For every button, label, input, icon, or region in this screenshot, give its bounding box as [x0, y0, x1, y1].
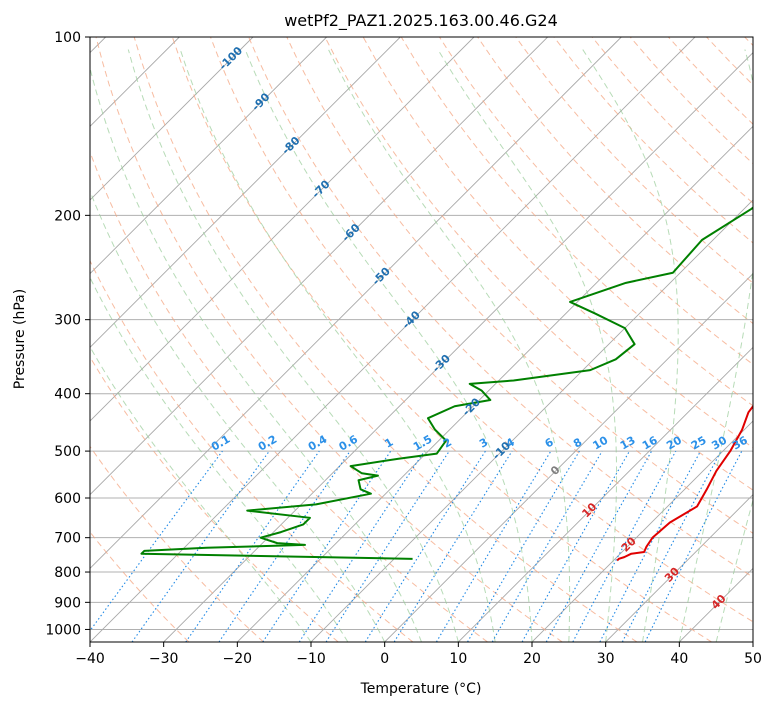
y-tick-label: 500 — [54, 444, 81, 460]
mixing-ratio-line — [572, 450, 677, 642]
mixing-ratio-line — [90, 450, 223, 632]
dry-adiabat-line — [210, 37, 753, 623]
mixing-ratio-line — [185, 450, 320, 642]
moist-adiabat-line — [90, 276, 349, 642]
y-tick-label: 400 — [54, 387, 81, 403]
dry-adiabat-line — [90, 356, 339, 642]
x-axis-title: Temperature (°C) — [360, 681, 482, 697]
isotherm-line — [90, 37, 696, 642]
dry-adiabat-line — [286, 37, 753, 534]
y-tick-label: 1000 — [45, 622, 81, 638]
isotherm-line — [458, 346, 753, 642]
isotherm-line — [237, 125, 753, 642]
isotherm-line — [90, 37, 622, 569]
dry-adiabat-line — [133, 37, 638, 642]
x-tick-label: −40 — [75, 651, 105, 667]
x-tick-label: −20 — [223, 651, 253, 667]
isotherm-line — [90, 37, 327, 275]
dry-adiabat-line — [95, 37, 563, 642]
isotherm-line — [90, 37, 254, 201]
isotherm-line — [531, 420, 753, 642]
y-axis-title: Pressure (hPa) — [12, 289, 28, 389]
y-tick-label: 200 — [54, 208, 81, 224]
moist-adiabat-line — [715, 498, 753, 642]
isotherm-line — [90, 37, 401, 348]
moist-adiabat-line — [328, 49, 571, 642]
dewpoint-profile-line — [140, 206, 753, 560]
moist-adiabat-line — [244, 49, 533, 642]
x-tick-label: 50 — [744, 651, 762, 667]
x-tick-label: 0 — [380, 651, 389, 667]
axes: −40 −30 −20 −10 0 10 20 30 40 50 100 200 300 400 500 60… — [45, 30, 762, 667]
moist-adiabat-line — [437, 49, 618, 642]
mixing-ratio-line — [521, 450, 630, 642]
dry-adiabat-line — [248, 37, 753, 578]
isotherm-line — [90, 37, 548, 496]
dry-adiabat-line — [90, 445, 264, 642]
y-tick-label: 700 — [54, 531, 81, 547]
isotherm-line — [163, 52, 753, 642]
y-tick-label: 600 — [54, 491, 81, 507]
chart-title: wetPf2_PAZ1.2025.163.00.46.G24 — [284, 11, 558, 31]
y-tick-label: 900 — [54, 595, 81, 611]
isotherm-line — [90, 37, 475, 422]
y-tick-label: 800 — [54, 565, 81, 581]
dry-adiabat-line — [90, 259, 414, 642]
mixing-ratio-line — [131, 450, 270, 642]
mixing-ratio-line — [262, 450, 392, 642]
plot-frame — [89, 36, 754, 643]
moist-adiabat-line — [678, 49, 753, 642]
dry-adiabat-line — [171, 37, 712, 642]
x-tick-label: 40 — [670, 651, 688, 667]
moist-adiabat-line — [90, 66, 422, 642]
plot-area — [90, 37, 753, 642]
moist-adiabat-line — [179, 49, 496, 642]
temperature-profile-line — [616, 404, 753, 562]
x-tick-label: 10 — [449, 651, 467, 667]
dry-adiabat-line — [324, 37, 753, 491]
isotherm-line — [605, 494, 753, 642]
y-tick-label: 300 — [54, 313, 81, 329]
moist-adiabat-line — [90, 345, 312, 642]
y-tick-label: 100 — [54, 30, 81, 46]
mixing-ratio-line — [218, 450, 351, 642]
mixing-ratio-line — [644, 450, 743, 642]
dry-adiabat-line — [515, 37, 753, 284]
x-tick-label: −30 — [149, 651, 179, 667]
mixing-ratio-line — [545, 450, 653, 642]
x-tick-label: 20 — [523, 651, 541, 667]
mixing-ratio-line — [298, 450, 425, 642]
x-tick-label: −10 — [296, 651, 326, 667]
moist-adiabat-line — [582, 49, 679, 642]
mixing-ratio-line — [393, 450, 513, 642]
isotherm-line — [384, 273, 753, 642]
moist-adiabat-line — [127, 49, 459, 642]
x-tick-label: 30 — [597, 651, 615, 667]
mixing-ratio-line — [325, 450, 450, 642]
